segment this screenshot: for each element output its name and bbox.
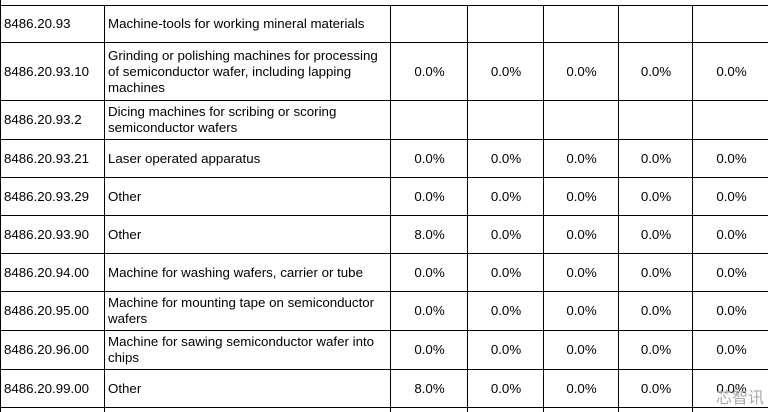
hs-code: 8486.20.93.2 — [0, 100, 105, 140]
rate: 0.0% — [390, 253, 468, 292]
table-row: 8486.20.93.90 Other 8.0% 0.0% 0.0% 0.0% 0.0% — [0, 215, 768, 254]
rate: 0.0% — [692, 291, 768, 331]
rate: 0.0% — [618, 177, 693, 216]
table-row: 8486.20.96.00 Machine for sawing semicond… — [0, 330, 768, 370]
rate: 0.0% — [692, 215, 768, 254]
description: Machine for mounting tape on semiconduct… — [104, 291, 391, 331]
empty-cell — [390, 407, 468, 412]
rate: 0.0% — [543, 330, 619, 370]
description: Dicing machines for scribing or scoring … — [104, 100, 391, 140]
description: Grinding or polishing machines for proce… — [104, 42, 391, 101]
table-row: 8486.20.94.00 Machine for washing wafers,… — [0, 253, 768, 292]
rate: 0.0% — [390, 330, 468, 370]
hs-code: 8486.20.96.00 — [0, 330, 105, 370]
description: Other — [104, 215, 391, 254]
hs-code: 8486.20.95.00 — [0, 291, 105, 331]
rate: 0.0% — [543, 139, 619, 178]
description: Laser operated apparatus — [104, 139, 391, 178]
rate: 0.0% — [692, 330, 768, 370]
rate: 0.0% — [543, 42, 619, 101]
rate: 0.0% — [543, 291, 619, 331]
rate: 0.0% — [390, 291, 468, 331]
hs-code: 8486.20.93.10 — [0, 42, 105, 101]
rate: 0.0% — [543, 215, 619, 254]
table-row: 8486.20.93.10 Grinding or polishing machi… — [0, 42, 768, 101]
description: Machine for washing wafers, carrier or t… — [104, 253, 391, 292]
description: Other — [104, 369, 391, 408]
table-row: 8486.20.93.2 Dicing machines for scribing… — [0, 100, 768, 140]
rate: 0.0% — [543, 369, 619, 408]
rate — [543, 100, 619, 140]
rate: 0.0% — [467, 330, 544, 370]
rate: 8.0% — [390, 369, 468, 408]
rate: 0.0% — [543, 177, 619, 216]
table-row: 8486.20.93 Machine-tools for working mine… — [0, 5, 768, 43]
hs-code: 8486.20.93.29 — [0, 177, 105, 216]
hs-code: 8486.20.93.90 — [0, 215, 105, 254]
table-row: 8486.20.93.29 Other 0.0% 0.0% 0.0% 0.0% 0.0% — [0, 177, 768, 216]
rate: 0.0% — [467, 369, 544, 408]
description: Machine-tools for working mineral materi… — [104, 5, 391, 43]
rate: 0.0% — [390, 177, 468, 216]
description: Machine for sawing semiconductor wafer i… — [104, 330, 391, 370]
rate: 0.0% — [618, 253, 693, 292]
rate: 0.0% — [692, 42, 768, 101]
watermark: 芯智讯 — [715, 388, 764, 407]
hs-code: 8486.20.93 — [0, 5, 105, 43]
rate: 0.0% — [390, 42, 468, 101]
rate: 0.0% — [692, 177, 768, 216]
rate: 0.0% — [467, 253, 544, 292]
rate: 0.0% — [543, 253, 619, 292]
tariff-table: 8486.20.93 Machine-tools for working mine… — [0, 5, 768, 412]
description: Other — [104, 177, 391, 216]
rate: 0.0% — [618, 215, 693, 254]
rate: 0.0% — [467, 177, 544, 216]
rate: 0.0% — [467, 291, 544, 331]
rate — [467, 5, 544, 43]
rate: 8.0% — [390, 215, 468, 254]
table-row: 8486.20.99.00 Other 8.0% 0.0% 0.0% 0.0% 0.0% — [0, 369, 768, 408]
rate: 0.0% — [618, 369, 693, 408]
empty-cell — [692, 407, 768, 412]
rate: 0.0% — [390, 139, 468, 178]
hs-code: 8486.20.94.00 — [0, 253, 105, 292]
rate: 0.0% — [467, 215, 544, 254]
rate: 0.0% — [467, 139, 544, 178]
rate: 0.0% — [618, 42, 693, 101]
empty-cell — [543, 407, 619, 412]
rate — [618, 100, 693, 140]
empty-cell — [618, 407, 693, 412]
empty-cell — [0, 407, 105, 412]
table-row: 8486.20.95.00 Machine for mounting tape o… — [0, 291, 768, 331]
rate: 0.0% — [467, 42, 544, 101]
rate — [543, 5, 619, 43]
empty-cell — [467, 407, 544, 412]
rate — [390, 100, 468, 140]
rate — [618, 5, 693, 43]
rate — [692, 100, 768, 140]
rate — [692, 5, 768, 43]
empty-cell — [104, 407, 391, 412]
rate — [390, 5, 468, 43]
rate: 0.0% — [618, 291, 693, 331]
hs-code: 8486.20.99.00 — [0, 369, 105, 408]
rate: 0.0% — [618, 139, 693, 178]
rate: 0.0% — [692, 139, 768, 178]
rate: 0.0% — [618, 330, 693, 370]
rate: 0.0% — [692, 369, 768, 408]
rate: 0.0% — [692, 253, 768, 292]
table-row: 8486.20.93.21 Laser operated apparatus 0.0… — [0, 139, 768, 178]
table-top-edge — [0, 0, 768, 5]
hs-code: 8486.20.93.21 — [0, 139, 105, 178]
rate — [467, 100, 544, 140]
table-row — [0, 407, 768, 412]
